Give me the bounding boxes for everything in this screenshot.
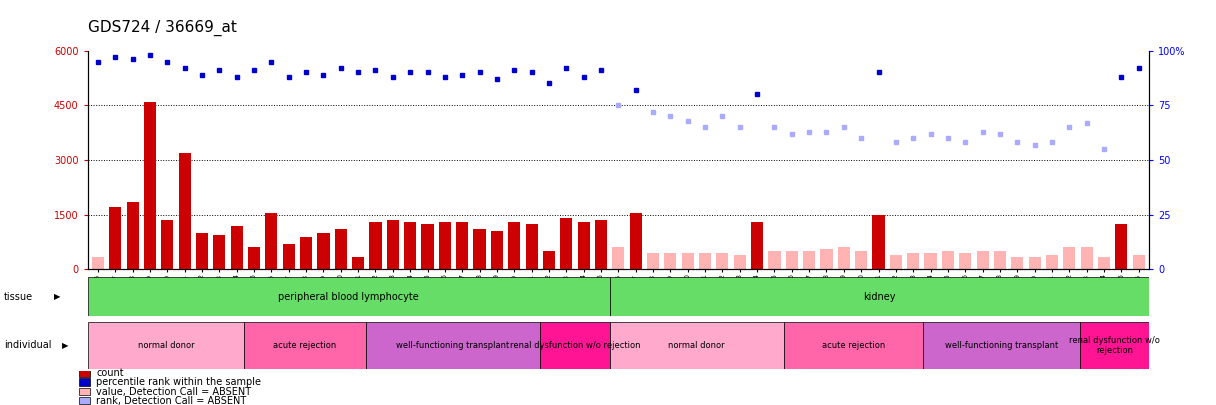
Bar xyxy=(265,213,277,269)
Text: rank, Detection Call = ABSENT: rank, Detection Call = ABSENT xyxy=(96,396,247,405)
Bar xyxy=(1063,247,1075,269)
Bar xyxy=(366,322,540,369)
Text: normal donor: normal donor xyxy=(669,341,725,350)
Bar xyxy=(803,251,815,269)
Bar xyxy=(353,257,365,269)
Bar xyxy=(88,277,609,316)
Bar xyxy=(907,253,919,269)
Bar xyxy=(244,322,366,369)
Text: normal donor: normal donor xyxy=(137,341,195,350)
Bar xyxy=(79,379,90,386)
Bar xyxy=(647,253,659,269)
Bar xyxy=(630,213,642,269)
Bar xyxy=(682,253,694,269)
Text: acute rejection: acute rejection xyxy=(822,341,885,350)
Bar xyxy=(769,251,781,269)
Bar xyxy=(1012,257,1024,269)
Text: acute rejection: acute rejection xyxy=(274,341,337,350)
Bar xyxy=(561,218,573,269)
Bar xyxy=(387,220,399,269)
Text: kidney: kidney xyxy=(863,292,896,302)
Bar xyxy=(491,231,503,269)
Bar xyxy=(92,257,105,269)
Bar xyxy=(890,255,902,269)
Bar xyxy=(578,222,590,269)
Bar xyxy=(370,222,382,269)
Bar xyxy=(924,253,936,269)
Bar xyxy=(213,234,225,269)
Text: GDS724 / 36669_at: GDS724 / 36669_at xyxy=(88,20,236,36)
Bar xyxy=(716,253,728,269)
Bar xyxy=(300,237,313,269)
Bar xyxy=(1081,247,1093,269)
Bar xyxy=(993,251,1006,269)
Bar xyxy=(923,322,1080,369)
Bar xyxy=(404,222,416,269)
Bar xyxy=(699,253,711,269)
Bar xyxy=(79,369,90,377)
Bar xyxy=(88,322,244,369)
Bar xyxy=(540,322,609,369)
Bar xyxy=(609,322,783,369)
Bar xyxy=(542,251,554,269)
Bar xyxy=(79,397,90,404)
Bar xyxy=(282,244,294,269)
Text: tissue: tissue xyxy=(4,292,33,302)
Bar xyxy=(439,222,451,269)
Bar xyxy=(231,226,243,269)
Text: peripheral blood lymphocyte: peripheral blood lymphocyte xyxy=(278,292,420,302)
Bar xyxy=(942,251,955,269)
Bar xyxy=(162,220,174,269)
Bar xyxy=(1080,322,1149,369)
Bar xyxy=(126,202,139,269)
Bar xyxy=(422,224,434,269)
Bar xyxy=(473,229,485,269)
Bar xyxy=(1098,257,1110,269)
Text: count: count xyxy=(96,368,124,378)
Bar xyxy=(595,220,607,269)
Bar xyxy=(786,251,798,269)
Bar xyxy=(1046,255,1058,269)
Text: renal dysfunction w/o
rejection: renal dysfunction w/o rejection xyxy=(1069,336,1160,355)
Bar xyxy=(179,153,191,269)
Text: ▶: ▶ xyxy=(54,292,60,301)
Bar xyxy=(783,322,923,369)
Bar xyxy=(821,249,833,269)
Bar xyxy=(79,388,90,395)
Bar xyxy=(525,224,537,269)
Bar xyxy=(872,215,884,269)
Bar xyxy=(733,255,745,269)
Text: well-functioning transplant: well-functioning transplant xyxy=(396,341,510,350)
Bar xyxy=(855,251,867,269)
Bar xyxy=(959,253,972,269)
Text: individual: individual xyxy=(4,340,51,350)
Bar xyxy=(751,222,764,269)
Bar xyxy=(508,222,520,269)
Text: ▶: ▶ xyxy=(62,341,68,350)
Text: well-functioning transplant: well-functioning transplant xyxy=(945,341,1058,350)
Bar xyxy=(109,207,122,269)
Bar xyxy=(317,233,330,269)
Bar xyxy=(143,102,156,269)
Bar xyxy=(248,247,260,269)
Bar xyxy=(456,222,468,269)
Bar xyxy=(976,251,989,269)
Bar xyxy=(1029,257,1041,269)
Bar xyxy=(609,277,1149,316)
Text: value, Detection Call = ABSENT: value, Detection Call = ABSENT xyxy=(96,387,252,396)
Text: renal dysfunction w/o rejection: renal dysfunction w/o rejection xyxy=(510,341,640,350)
Bar xyxy=(1115,224,1127,269)
Bar xyxy=(838,247,850,269)
Text: percentile rank within the sample: percentile rank within the sample xyxy=(96,377,261,387)
Bar xyxy=(664,253,676,269)
Bar xyxy=(1132,255,1144,269)
Bar xyxy=(613,247,624,269)
Bar xyxy=(196,233,208,269)
Bar xyxy=(334,229,347,269)
